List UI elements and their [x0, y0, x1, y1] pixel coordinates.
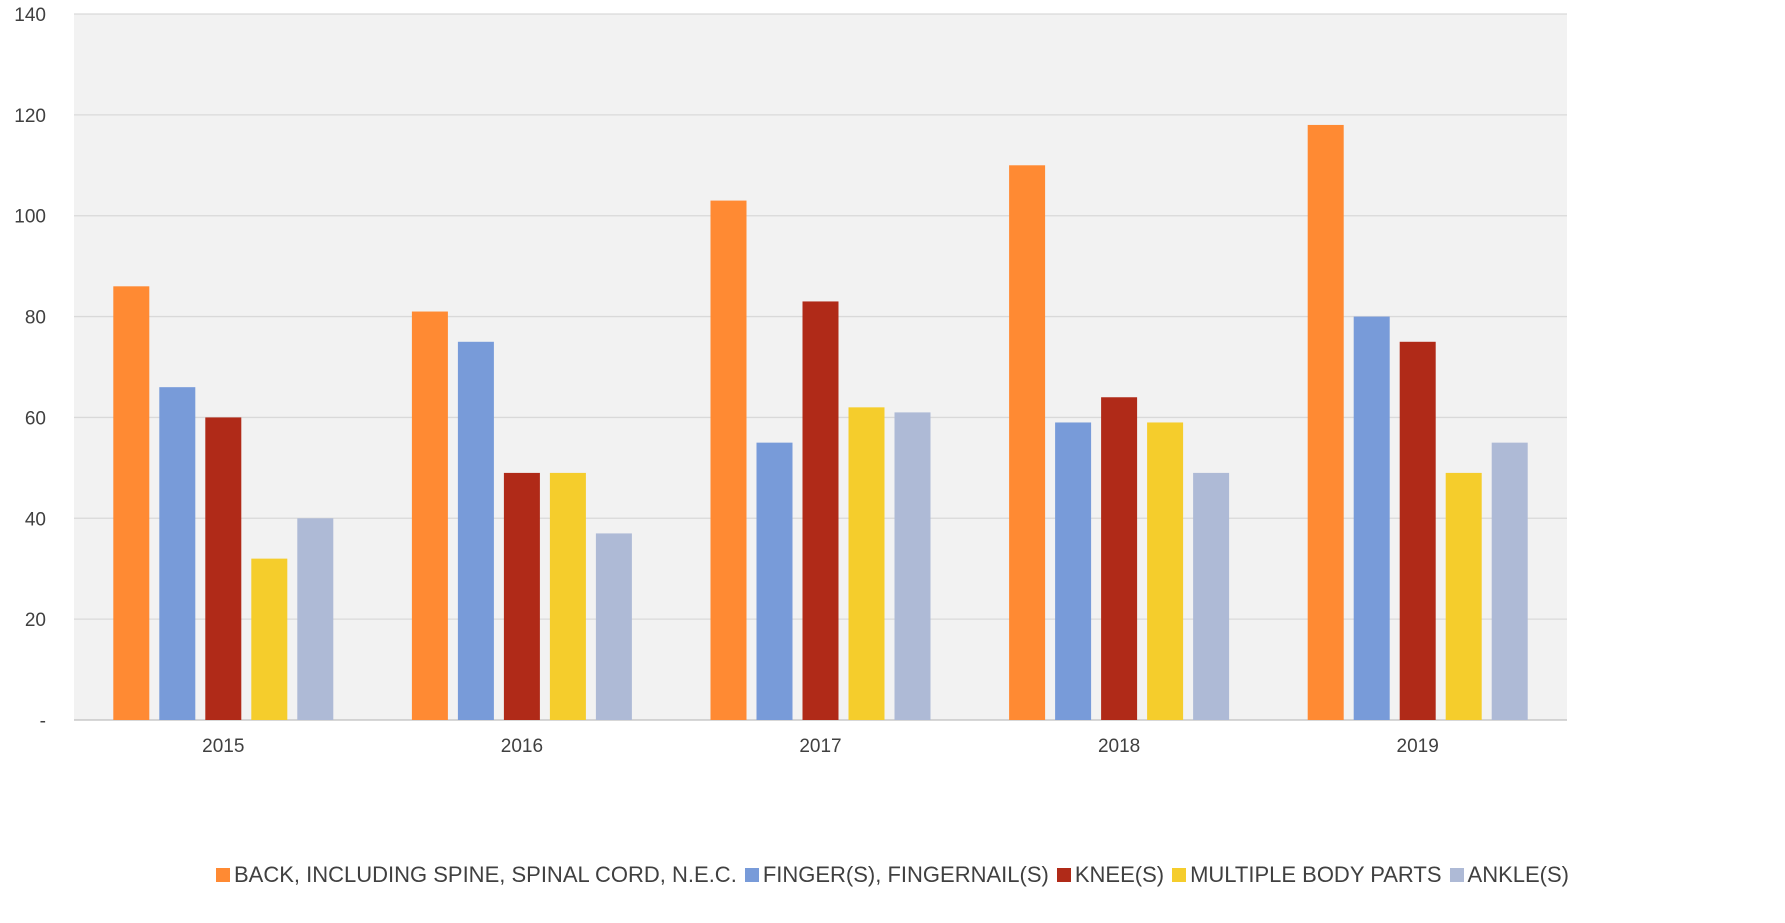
y-tick-label: 60 — [25, 408, 46, 429]
x-tick-label: 2015 — [202, 736, 244, 757]
bar — [1307, 124, 1344, 720]
bar — [1193, 472, 1230, 720]
legend-swatch — [1172, 868, 1187, 882]
x-tick-label: 2019 — [1397, 736, 1439, 757]
bar — [894, 412, 931, 720]
legend-item: MULTIPLE BODY PARTS — [1172, 862, 1442, 888]
bar — [503, 472, 540, 720]
y-tick-label: - — [40, 711, 46, 732]
bar — [113, 286, 150, 720]
legend-swatch — [215, 868, 230, 882]
bar — [1491, 442, 1528, 720]
legend-label: FINGER(S), FINGERNAIL(S) — [762, 862, 1049, 887]
y-tick-label: 20 — [25, 610, 46, 631]
bar — [848, 407, 885, 720]
y-tick-label: 140 — [14, 5, 46, 26]
legend-label: BACK, INCLUDING SPINE, SPINAL CORD, N.E.… — [233, 862, 737, 887]
x-axis-ticks: 2015 2016 2017 2018 2019 — [202, 736, 1439, 757]
bar — [251, 558, 288, 720]
bar — [1009, 165, 1046, 721]
bar — [411, 311, 448, 720]
bar-chart: - 20 40 60 80 100 120 140 2015 2016 2017 2018 2019 — [14, 5, 1567, 757]
legend-item: KNEE(S) — [1056, 862, 1165, 888]
legend: BACK, INCLUDING SPINE, SPINAL CORD, N.E.… — [0, 857, 1785, 893]
legend-item: ANKLE(S) — [1449, 862, 1570, 888]
legend-label: KNEE(S) — [1074, 862, 1165, 887]
legend-swatch — [1056, 868, 1071, 882]
bar — [297, 518, 334, 720]
bar — [1101, 397, 1138, 720]
bar — [1399, 341, 1436, 720]
bar — [457, 341, 494, 720]
y-tick-label: 80 — [25, 308, 46, 329]
bar — [756, 442, 793, 720]
legend-swatch — [744, 868, 759, 882]
legend-swatch — [1449, 868, 1464, 882]
legend-label: MULTIPLE BODY PARTS — [1190, 862, 1442, 887]
bars — [113, 124, 1528, 721]
bar — [1055, 422, 1092, 720]
bar — [205, 417, 242, 720]
bar — [595, 533, 632, 720]
bar — [549, 472, 586, 720]
bar — [710, 200, 747, 721]
x-tick-label: 2016 — [501, 736, 543, 757]
y-tick-label: 100 — [14, 207, 46, 228]
y-tick-label: 40 — [25, 509, 46, 530]
bar — [159, 387, 196, 720]
legend-label: ANKLE(S) — [1467, 862, 1570, 887]
legend-item: FINGER(S), FINGERNAIL(S) — [744, 862, 1049, 888]
bar — [802, 301, 839, 720]
bar — [1147, 422, 1184, 720]
y-axis-ticks: - 20 40 60 80 100 120 140 — [14, 5, 46, 732]
x-tick-label: 2018 — [1098, 736, 1140, 757]
y-tick-label: 120 — [14, 106, 46, 127]
bar — [1445, 472, 1482, 720]
bar — [1353, 316, 1390, 720]
x-tick-label: 2017 — [799, 736, 841, 757]
legend-item: BACK, INCLUDING SPINE, SPINAL CORD, N.E.… — [215, 862, 737, 888]
